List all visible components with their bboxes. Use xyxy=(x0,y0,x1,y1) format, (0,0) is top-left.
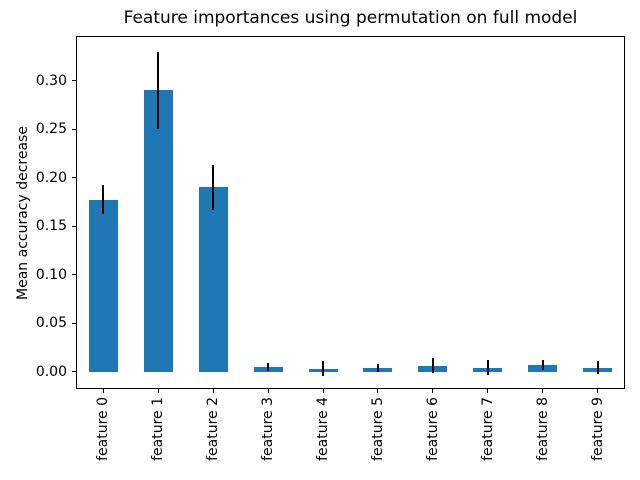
x-tick-label: feature 2 xyxy=(205,397,222,461)
y-tick-label: 0.05 xyxy=(35,315,67,332)
x-tick-mark xyxy=(157,389,159,393)
chart-title: Feature importances using permutation on… xyxy=(123,8,578,28)
error-bar xyxy=(212,164,215,210)
y-tick-mark xyxy=(72,371,76,373)
x-tick-label: feature 7 xyxy=(479,397,496,461)
x-tick-mark xyxy=(432,389,434,393)
x-tick-mark xyxy=(377,389,379,393)
x-tick-label: feature 3 xyxy=(260,397,277,461)
x-tick-label: feature 4 xyxy=(315,397,332,461)
y-tick-mark xyxy=(72,177,76,179)
bar xyxy=(88,199,118,372)
error-bar xyxy=(376,363,379,372)
y-tick-label: 0.20 xyxy=(35,169,67,186)
x-tick-mark xyxy=(267,389,269,393)
x-tick-mark xyxy=(212,389,214,393)
y-tick-label: 0.25 xyxy=(35,121,67,138)
x-tick-mark xyxy=(102,389,104,393)
error-bar xyxy=(102,185,105,215)
y-tick-mark xyxy=(72,274,76,276)
y-tick-mark xyxy=(72,128,76,130)
x-tick-mark xyxy=(487,389,489,393)
error-bar xyxy=(541,359,544,370)
error-bar xyxy=(486,359,489,376)
x-tick-label: feature 1 xyxy=(150,397,167,461)
y-tick-label: 0.15 xyxy=(35,218,67,235)
bar xyxy=(198,187,228,372)
y-tick-mark xyxy=(72,80,76,82)
x-tick-mark xyxy=(597,389,599,393)
x-tick-label: feature 6 xyxy=(424,397,441,461)
x-tick-label: feature 0 xyxy=(95,397,112,461)
bar xyxy=(143,90,173,372)
y-tick-label: 0.10 xyxy=(35,266,67,283)
error-bar xyxy=(267,362,270,371)
x-tick-label: feature 5 xyxy=(369,397,386,461)
x-tick-mark xyxy=(542,389,544,393)
y-tick-mark xyxy=(72,225,76,227)
y-tick-label: 0.30 xyxy=(35,72,67,89)
x-tick-mark xyxy=(322,389,324,393)
x-tick-label: feature 8 xyxy=(534,397,551,461)
y-tick-mark xyxy=(72,322,76,324)
x-tick-label: feature 9 xyxy=(589,397,606,461)
error-bar xyxy=(596,360,599,375)
error-bar xyxy=(431,357,434,374)
y-tick-label: 0.00 xyxy=(35,363,67,380)
error-bar xyxy=(322,360,325,377)
error-bar xyxy=(157,51,160,130)
